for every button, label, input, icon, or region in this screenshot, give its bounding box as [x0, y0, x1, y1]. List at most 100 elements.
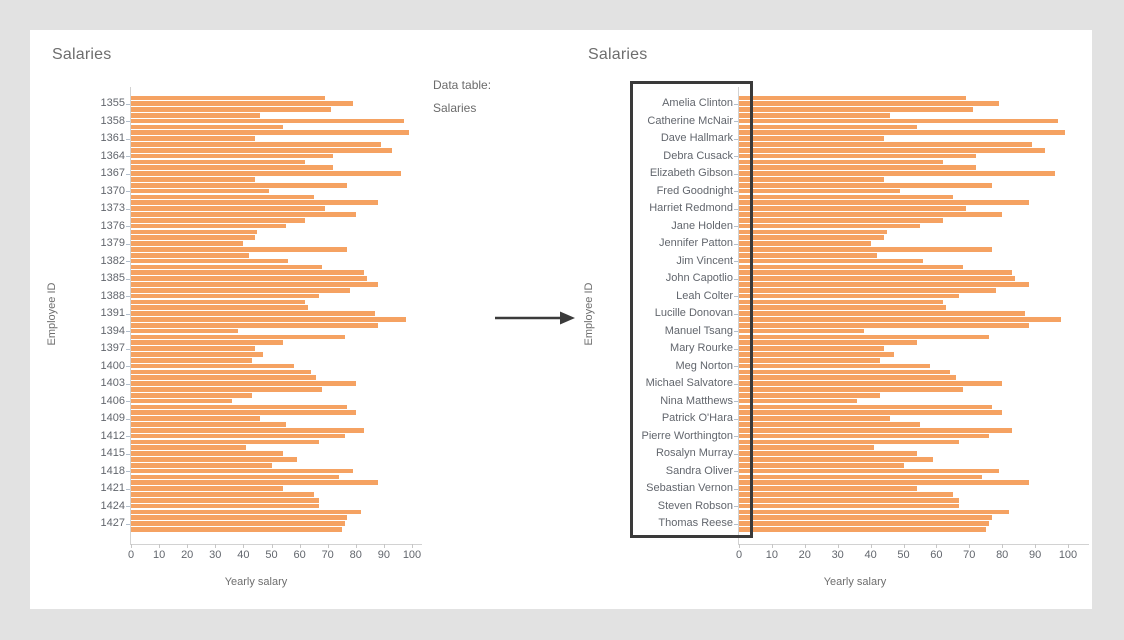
- salary-bar[interactable]: [739, 159, 943, 165]
- salary-bar[interactable]: [739, 352, 894, 357]
- salary-bar[interactable]: [131, 282, 379, 287]
- salary-bar[interactable]: [739, 317, 1062, 322]
- salary-bar[interactable]: [131, 235, 255, 241]
- salary-bar[interactable]: [739, 235, 884, 241]
- salary-bar[interactable]: [131, 322, 379, 328]
- salary-bar[interactable]: [131, 497, 320, 503]
- y-tick-label[interactable]: 1367: [100, 167, 125, 180]
- y-tick-label[interactable]: 1394: [100, 324, 125, 337]
- salary-bar[interactable]: [131, 427, 365, 433]
- y-tick-label[interactable]: Meg Norton: [675, 359, 733, 372]
- salary-bar[interactable]: [131, 142, 382, 147]
- salary-bar[interactable]: [739, 497, 960, 503]
- salary-bar[interactable]: [131, 118, 404, 124]
- salary-bar[interactable]: [739, 182, 993, 188]
- salary-bar[interactable]: [131, 212, 356, 217]
- salary-bar[interactable]: [131, 247, 348, 252]
- salary-bar[interactable]: [739, 503, 960, 509]
- salary-bar[interactable]: [131, 433, 345, 439]
- salary-bar[interactable]: [739, 451, 917, 456]
- salary-bar[interactable]: [739, 392, 881, 398]
- y-tick-label[interactable]: Jennifer Patton: [659, 237, 733, 250]
- salary-bar[interactable]: [131, 293, 320, 299]
- salary-bar[interactable]: [131, 457, 297, 462]
- y-tick-label[interactable]: Steven Robson: [657, 499, 733, 512]
- salary-bar[interactable]: [131, 165, 334, 171]
- salary-bar[interactable]: [739, 445, 874, 451]
- y-tick-label[interactable]: 1406: [100, 394, 125, 407]
- salary-bar[interactable]: [739, 258, 924, 264]
- y-tick-label[interactable]: 1412: [100, 429, 125, 442]
- salary-bar[interactable]: [739, 509, 1009, 515]
- salary-bar[interactable]: [131, 159, 306, 165]
- salary-bar[interactable]: [131, 270, 365, 276]
- y-tick-label[interactable]: 1376: [100, 219, 125, 232]
- salary-bar[interactable]: [131, 492, 314, 497]
- salary-bar[interactable]: [131, 171, 401, 176]
- y-tick-label[interactable]: Sandra Oliver: [665, 464, 733, 477]
- y-tick-label[interactable]: Jim Vincent: [676, 254, 733, 267]
- salary-bar[interactable]: [131, 206, 325, 211]
- salary-bar[interactable]: [739, 200, 1029, 206]
- salary-bar[interactable]: [739, 217, 943, 223]
- salary-bar[interactable]: [739, 369, 950, 375]
- salary-bar[interactable]: [739, 462, 904, 468]
- salary-bar[interactable]: [739, 252, 878, 258]
- salary-bar[interactable]: [131, 416, 261, 421]
- salary-bar[interactable]: [739, 357, 881, 363]
- salary-bar[interactable]: [739, 480, 1029, 486]
- y-tick-label[interactable]: Amelia Clinton: [662, 97, 733, 110]
- salary-bar[interactable]: [131, 276, 368, 281]
- salary-bar[interactable]: [739, 153, 976, 159]
- salary-bar[interactable]: [739, 95, 966, 101]
- salary-bar[interactable]: [131, 328, 238, 334]
- salary-bar[interactable]: [131, 363, 294, 369]
- salary-bar[interactable]: [739, 229, 888, 235]
- salary-bar[interactable]: [131, 422, 286, 427]
- salary-bar[interactable]: [131, 153, 334, 159]
- salary-bar[interactable]: [131, 136, 255, 141]
- salary-bar[interactable]: [131, 124, 283, 130]
- salary-bar[interactable]: [131, 392, 252, 398]
- y-tick-label[interactable]: 1364: [100, 149, 125, 162]
- salary-bar[interactable]: [739, 334, 990, 340]
- salary-bar[interactable]: [131, 527, 342, 532]
- salary-bar[interactable]: [131, 264, 323, 270]
- salary-bar[interactable]: [131, 346, 255, 351]
- salary-bar[interactable]: [131, 480, 379, 486]
- salary-bar[interactable]: [131, 194, 314, 200]
- salary-bar[interactable]: [131, 311, 376, 316]
- salary-bar[interactable]: [739, 124, 917, 130]
- salary-bar[interactable]: [739, 101, 999, 106]
- salary-bar[interactable]: [739, 515, 993, 521]
- salary-bar[interactable]: [739, 311, 1026, 316]
- salary-bar[interactable]: [739, 381, 1003, 386]
- salary-bar[interactable]: [131, 381, 356, 386]
- salary-bar[interactable]: [131, 509, 362, 515]
- salary-bar[interactable]: [131, 317, 407, 322]
- salary-bar[interactable]: [739, 212, 1003, 217]
- salary-bar[interactable]: [131, 439, 320, 445]
- salary-bar[interactable]: [131, 223, 286, 229]
- y-tick-label[interactable]: 1388: [100, 289, 125, 302]
- y-tick-label[interactable]: 1403: [100, 377, 125, 390]
- salary-bar[interactable]: [739, 492, 953, 497]
- salary-bar[interactable]: [739, 433, 990, 439]
- salary-bar[interactable]: [739, 130, 1065, 136]
- salary-bar[interactable]: [131, 357, 252, 363]
- y-tick-label[interactable]: Manuel Tsang: [664, 324, 733, 337]
- salary-bar[interactable]: [739, 147, 1045, 153]
- salary-bar[interactable]: [131, 130, 410, 136]
- salary-bar[interactable]: [131, 182, 348, 188]
- salary-bar[interactable]: [739, 398, 858, 404]
- salary-bar[interactable]: [131, 95, 325, 101]
- y-tick-label[interactable]: Sebastian Vernon: [646, 482, 733, 495]
- y-tick-label[interactable]: 1370: [100, 184, 125, 197]
- salary-bar[interactable]: [131, 305, 309, 311]
- salary-bar[interactable]: [739, 293, 960, 299]
- salary-bar[interactable]: [739, 118, 1059, 124]
- salary-bar[interactable]: [739, 363, 930, 369]
- y-tick-label[interactable]: Michael Salvatore: [645, 377, 733, 390]
- salary-bar[interactable]: [131, 217, 306, 223]
- y-tick-label[interactable]: 1382: [100, 254, 125, 267]
